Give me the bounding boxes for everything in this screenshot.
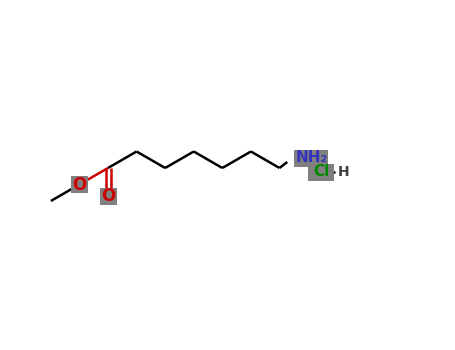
Text: Cl: Cl [313,164,329,180]
FancyBboxPatch shape [100,188,116,204]
FancyBboxPatch shape [294,149,328,167]
Text: H: H [338,165,349,179]
FancyBboxPatch shape [71,176,88,193]
Text: O: O [72,175,86,194]
Text: NH₂: NH₂ [295,150,327,166]
FancyBboxPatch shape [308,163,334,181]
Text: O: O [101,187,115,205]
